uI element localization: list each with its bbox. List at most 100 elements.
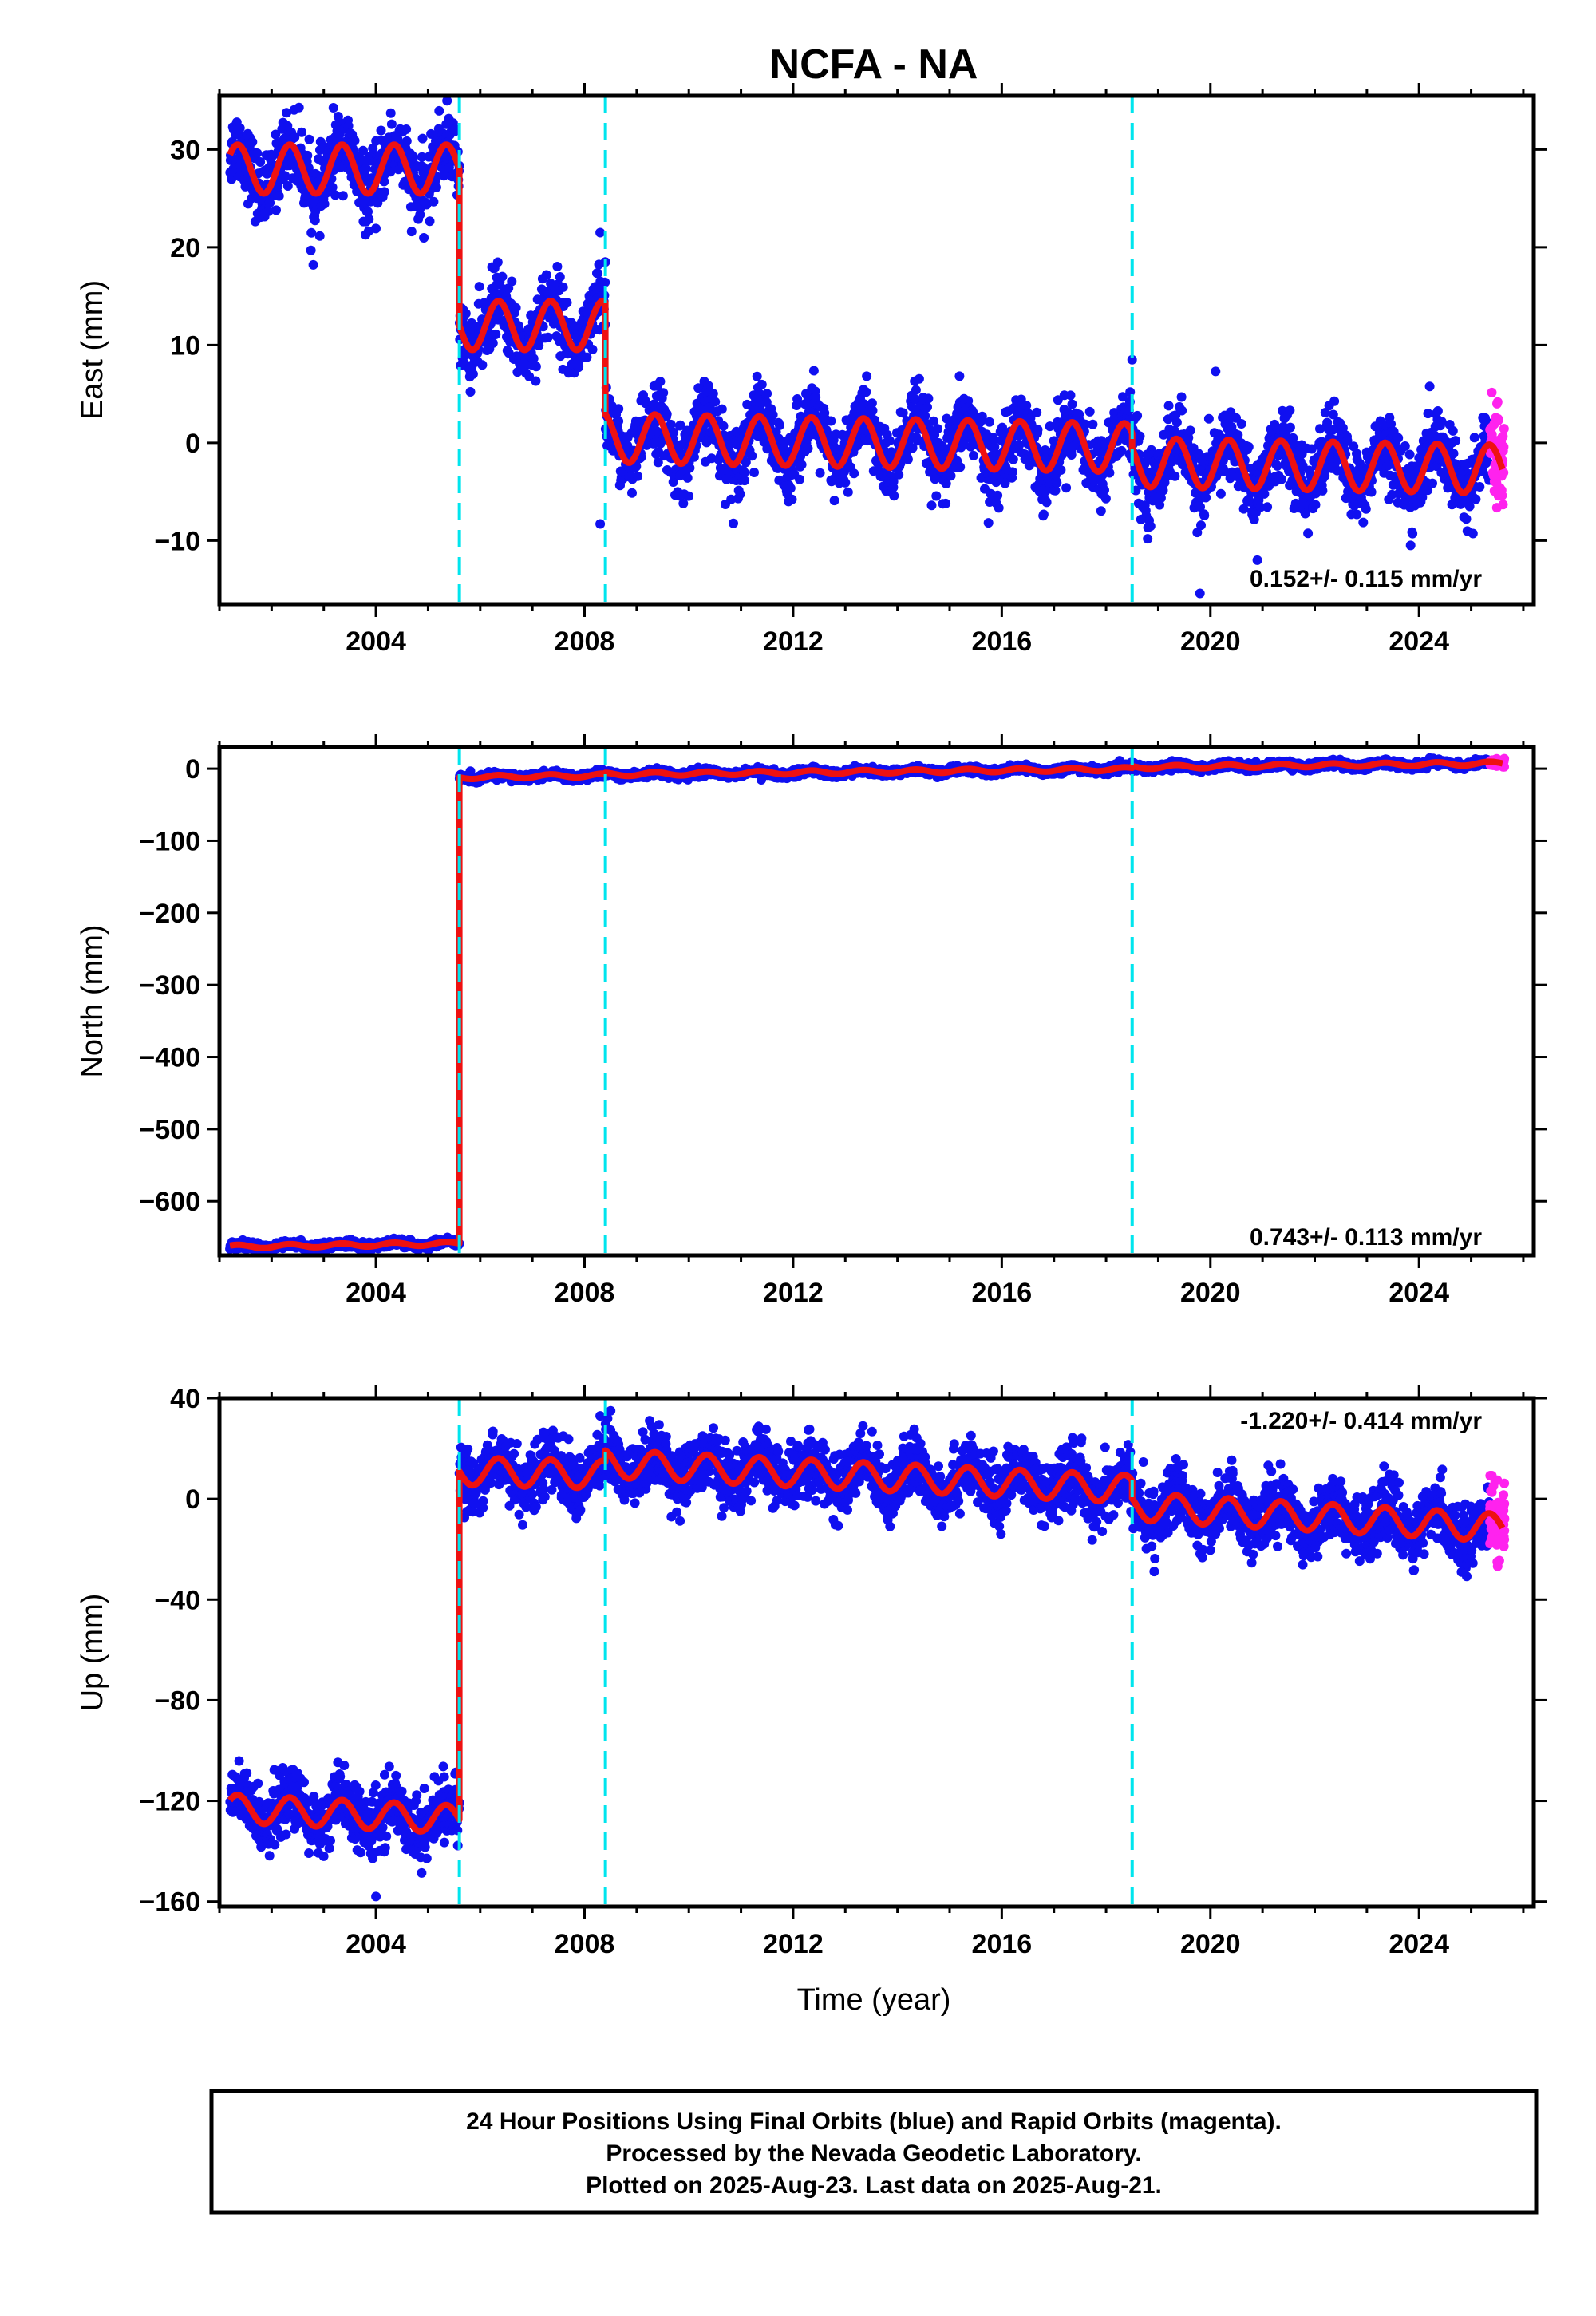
data-point xyxy=(658,388,669,398)
data-point xyxy=(1067,399,1077,409)
data-point xyxy=(1285,405,1295,416)
data-point xyxy=(338,191,348,201)
data-point xyxy=(747,451,757,461)
data-point xyxy=(888,476,899,487)
data-point xyxy=(710,397,721,407)
data-point xyxy=(401,136,412,146)
data-point xyxy=(1041,497,1052,508)
data-point xyxy=(867,405,878,416)
data-point xyxy=(425,216,435,227)
data-point xyxy=(314,231,325,241)
data-point xyxy=(1041,486,1051,496)
data-point xyxy=(363,207,373,217)
data-point xyxy=(1192,528,1203,538)
data-point xyxy=(708,389,718,399)
data-point xyxy=(543,332,553,342)
final-orbit-points xyxy=(225,96,1495,551)
data-point xyxy=(442,96,452,106)
data-point xyxy=(562,298,572,308)
data-point xyxy=(465,387,476,397)
data-point xyxy=(361,164,371,174)
y-tick-label: 30 xyxy=(170,135,200,165)
data-point xyxy=(1285,422,1295,433)
data-point xyxy=(1448,425,1458,436)
data-point xyxy=(1352,509,1362,520)
data-point xyxy=(1143,534,1153,544)
outlier-point xyxy=(1211,366,1221,377)
data-point xyxy=(343,121,354,131)
data-point xyxy=(884,436,895,446)
data-point xyxy=(477,360,488,370)
data-point xyxy=(1196,520,1206,531)
data-point xyxy=(792,394,803,404)
data-point xyxy=(685,463,695,473)
data-point xyxy=(627,488,637,498)
outlier-point xyxy=(595,227,606,238)
data-point xyxy=(993,490,1003,500)
data-point xyxy=(768,409,778,420)
outlier-point xyxy=(1195,588,1205,599)
data-point xyxy=(849,468,859,479)
data-point xyxy=(1065,390,1076,401)
data-point xyxy=(1066,450,1077,460)
y-axis-label: East (mm) xyxy=(76,280,109,420)
data-point xyxy=(282,181,293,191)
data-point xyxy=(271,129,281,140)
data-point xyxy=(491,329,501,339)
data-point xyxy=(1118,392,1128,402)
data-point xyxy=(928,416,938,426)
data-point xyxy=(541,270,551,280)
data-point xyxy=(994,503,1004,513)
data-point xyxy=(1100,493,1111,504)
x-tick-label: 2004 xyxy=(346,626,406,657)
data-point xyxy=(729,518,738,528)
data-point xyxy=(282,108,292,118)
data-point xyxy=(1272,460,1282,471)
data-point xyxy=(1171,417,1182,428)
data-point xyxy=(1032,407,1042,417)
data-point xyxy=(247,137,258,147)
data-point xyxy=(796,460,807,470)
rapid-point xyxy=(1491,503,1502,513)
data-point xyxy=(531,362,541,372)
data-point xyxy=(376,125,386,136)
data-point xyxy=(718,421,729,431)
data-point xyxy=(252,148,263,158)
data-point xyxy=(741,457,751,468)
data-point xyxy=(843,487,853,497)
data-point xyxy=(989,434,999,445)
data-point xyxy=(429,196,439,207)
x-tick-label: 2020 xyxy=(1180,626,1241,657)
data-point xyxy=(922,402,932,413)
data-point xyxy=(894,469,904,480)
data-point xyxy=(941,498,951,508)
data-point xyxy=(582,352,592,362)
data-point xyxy=(926,500,937,511)
data-point xyxy=(684,491,694,501)
data-point xyxy=(1156,493,1166,503)
data-point xyxy=(1183,433,1194,443)
outlier-point xyxy=(308,259,318,270)
data-point xyxy=(762,389,772,399)
data-point xyxy=(379,176,389,187)
data-point xyxy=(511,302,521,313)
final-orbit-points xyxy=(225,753,1495,1255)
data-point xyxy=(752,371,762,381)
data-point xyxy=(328,103,338,113)
data-point xyxy=(1468,528,1478,539)
rapid-point xyxy=(1493,413,1503,424)
data-point xyxy=(740,476,750,486)
data-point xyxy=(735,489,745,500)
data-point xyxy=(304,134,314,144)
data-point xyxy=(739,468,749,478)
data-point xyxy=(912,436,922,446)
data-point xyxy=(235,123,245,133)
data-point xyxy=(662,409,672,419)
data-point xyxy=(1448,449,1459,459)
data-point xyxy=(1405,540,1416,551)
data-point xyxy=(1038,509,1049,520)
plot-title: NCFA - NA xyxy=(770,41,978,88)
data-point xyxy=(655,377,666,387)
data-point xyxy=(903,454,913,464)
data-point xyxy=(401,124,412,134)
